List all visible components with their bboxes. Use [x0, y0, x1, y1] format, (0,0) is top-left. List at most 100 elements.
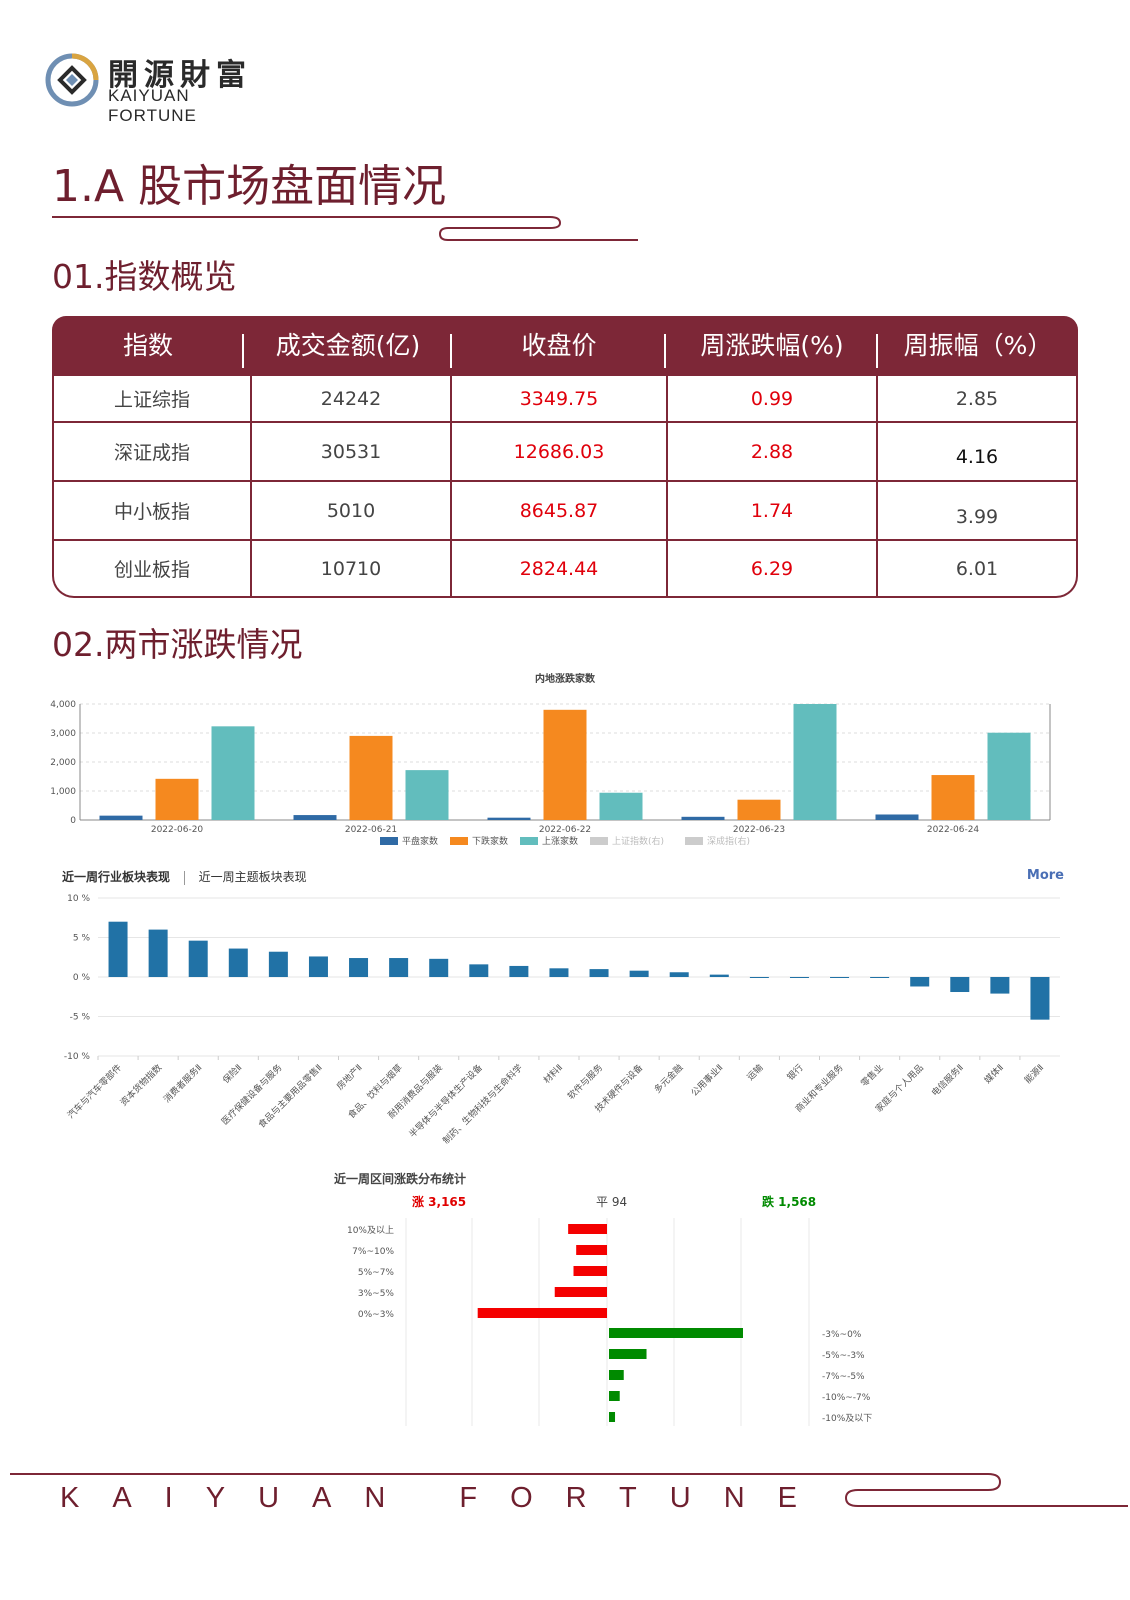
more-link[interactable]: More	[1026, 868, 1064, 883]
x-tick-label: 零售业	[858, 1062, 886, 1090]
footer-brand-text: KAIYUAN FORTUNE	[60, 1482, 831, 1514]
bar	[599, 792, 643, 820]
bar	[749, 977, 769, 978]
bar	[308, 956, 328, 977]
bar	[568, 1224, 607, 1234]
bar	[950, 977, 970, 993]
x-tick-label: 2022-06-20	[151, 825, 204, 835]
bar	[477, 1308, 607, 1318]
y-tick-label: 5 %	[73, 934, 91, 944]
x-tick-label: 公用事业Ⅱ	[688, 1062, 725, 1099]
category-label: 10%及以上	[347, 1225, 394, 1236]
x-tick-label: 媒体Ⅱ	[982, 1062, 1006, 1086]
table-header: 指数 成交金额(亿) 收盘价 周涨跌幅(%) 周振幅（%）	[52, 316, 1078, 376]
x-tick-label: 资本货物指数	[118, 1062, 165, 1109]
y-tick-label: 1,000	[50, 787, 76, 797]
legend-swatch	[520, 837, 538, 845]
bar	[148, 929, 168, 977]
cell-amplitude: 4.16	[876, 423, 1076, 480]
category-label: 3%~5%	[358, 1289, 395, 1299]
category-label: -10%~-7%	[822, 1393, 871, 1403]
category-label: -5%~-3%	[822, 1351, 865, 1361]
bar	[99, 815, 143, 820]
summary-flat: 平 94	[596, 1195, 627, 1209]
column-header-close: 收盘价	[452, 316, 666, 376]
bar	[910, 977, 930, 987]
category-label: -7%~-5%	[822, 1372, 865, 1382]
y-tick-label: 10 %	[67, 894, 90, 904]
bar	[509, 965, 529, 977]
x-tick-label: 半导体与半导体生产设备	[406, 1062, 484, 1141]
column-header-week-change: 周涨跌幅(%)	[666, 316, 878, 376]
bar	[709, 974, 729, 977]
cell-close: 8645.87	[450, 482, 666, 539]
footer-decoration	[10, 1473, 1128, 1507]
x-tick-label: 材料Ⅱ	[541, 1062, 565, 1086]
section-title-market-breadth: 02.两市涨跌情况	[52, 625, 303, 664]
y-tick-label: 3,000	[50, 729, 76, 739]
section-title-index-overview: 01.指数概览	[52, 257, 237, 296]
bar	[875, 814, 919, 820]
table-row: 上证综指 24242 3349.75 0.99 2.85	[54, 376, 1076, 421]
bar	[349, 735, 393, 820]
bar	[609, 1412, 616, 1422]
column-header-index: 指数	[52, 316, 244, 376]
bar	[1030, 977, 1050, 1020]
tab-theme-sectors[interactable]: 近一周主题板块表现	[198, 870, 307, 884]
bar	[609, 1328, 743, 1338]
sector-tabs: 近一周行业板块表现 近一周主题板块表现 More	[62, 868, 1064, 888]
x-tick-label: 汽车与汽车零部件	[65, 1062, 124, 1121]
x-tick-label: 多元金融	[651, 1062, 685, 1096]
bar	[554, 1287, 607, 1297]
logo-text-cn: 開源財富	[108, 58, 252, 93]
bar	[609, 1391, 620, 1401]
category-label: -10%及以下	[822, 1413, 872, 1424]
x-tick-label: 软件与服务	[565, 1062, 605, 1102]
cell-turnover: 24242	[250, 376, 450, 421]
x-tick-label: 银行	[784, 1062, 805, 1083]
logo-text-en: KAIYUAN FORTUNE	[108, 86, 197, 125]
cell-close: 12686.03	[450, 423, 666, 480]
y-tick-label: 4,000	[50, 700, 76, 710]
bar	[669, 972, 689, 977]
x-tick-label: 食品与主要用品零售Ⅱ	[256, 1062, 325, 1131]
bar	[589, 969, 609, 977]
chart-title: 内地涨跌家数	[535, 672, 596, 685]
x-tick-label: 房地产Ⅱ	[334, 1062, 365, 1093]
legend-entry: 深成指(右)	[707, 835, 750, 847]
chart-title: 近一周区间涨跌分布统计	[334, 1171, 466, 1186]
x-tick-label: 制药、生物科技与生命科学	[440, 1062, 525, 1147]
x-tick-label: 2022-06-21	[345, 825, 397, 835]
x-tick-label: 电信服务Ⅱ	[929, 1062, 966, 1099]
x-tick-label: 能源Ⅱ	[1022, 1062, 1046, 1086]
bar	[931, 775, 975, 820]
bar	[609, 1370, 624, 1380]
bar	[211, 726, 255, 820]
x-tick-label: 运输	[744, 1062, 765, 1083]
bar	[108, 921, 128, 977]
bar	[228, 948, 248, 977]
x-tick-label: 2022-06-24	[927, 825, 980, 835]
x-tick-label: 保险Ⅱ	[220, 1062, 244, 1086]
cell-turnover: 30531	[250, 423, 450, 480]
cell-amplitude: 2.85	[876, 376, 1076, 421]
cell-close: 3349.75	[450, 376, 666, 421]
bar	[990, 977, 1010, 994]
index-overview-table: 指数 成交金额(亿) 收盘价 周涨跌幅(%) 周振幅（%） 上证综指 24242…	[52, 316, 1078, 598]
bar	[629, 970, 649, 977]
logo: 開源財富 KAIYUAN FORTUNE	[44, 50, 284, 125]
cell-amplitude: 6.01	[876, 541, 1076, 596]
y-tick-label: -5 %	[70, 1013, 91, 1023]
column-header-amplitude: 周振幅（%）	[903, 331, 1053, 360]
bar	[389, 958, 409, 977]
cell-week-change: 0.99	[666, 376, 876, 421]
bar	[155, 778, 199, 820]
logo-mark-icon	[45, 53, 99, 107]
legend-swatch	[685, 837, 703, 845]
y-tick-label: 2,000	[50, 758, 76, 768]
advance-decline-chart: 内地涨跌家数 0 1,000 2,000 3,000 4,000 2022-06-20 202…	[50, 672, 1051, 847]
summary-up: 涨 3,165	[412, 1194, 466, 1209]
tab-industry-sectors[interactable]: 近一周行业板块表现	[62, 870, 171, 884]
